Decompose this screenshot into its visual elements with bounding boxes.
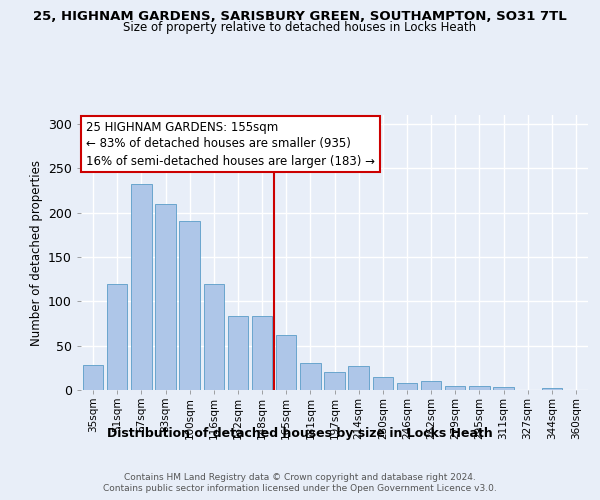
Bar <box>83 365 103 390</box>
Bar <box>179 220 200 390</box>
Text: Size of property relative to detached houses in Locks Heath: Size of property relative to detached ho… <box>124 22 476 35</box>
Bar <box>445 386 466 390</box>
Bar <box>300 364 320 390</box>
Bar <box>131 184 152 390</box>
Bar <box>107 284 127 390</box>
Bar <box>155 204 176 390</box>
Bar <box>276 335 296 390</box>
Bar <box>397 383 417 390</box>
Bar <box>349 366 369 390</box>
Text: Contains HM Land Registry data © Crown copyright and database right 2024.: Contains HM Land Registry data © Crown c… <box>124 472 476 482</box>
Bar <box>203 284 224 390</box>
Y-axis label: Number of detached properties: Number of detached properties <box>29 160 43 346</box>
Bar <box>324 372 345 390</box>
Text: 25, HIGHNAM GARDENS, SARISBURY GREEN, SOUTHAMPTON, SO31 7TL: 25, HIGHNAM GARDENS, SARISBURY GREEN, SO… <box>33 10 567 23</box>
Bar <box>252 316 272 390</box>
Bar <box>373 376 393 390</box>
Bar <box>542 388 562 390</box>
Text: Distribution of detached houses by size in Locks Heath: Distribution of detached houses by size … <box>107 428 493 440</box>
Bar <box>227 316 248 390</box>
Bar <box>469 386 490 390</box>
Text: Contains public sector information licensed under the Open Government Licence v3: Contains public sector information licen… <box>103 484 497 493</box>
Bar <box>421 381 442 390</box>
Text: 25 HIGHNAM GARDENS: 155sqm
← 83% of detached houses are smaller (935)
16% of sem: 25 HIGHNAM GARDENS: 155sqm ← 83% of deta… <box>86 120 375 168</box>
Bar <box>493 388 514 390</box>
